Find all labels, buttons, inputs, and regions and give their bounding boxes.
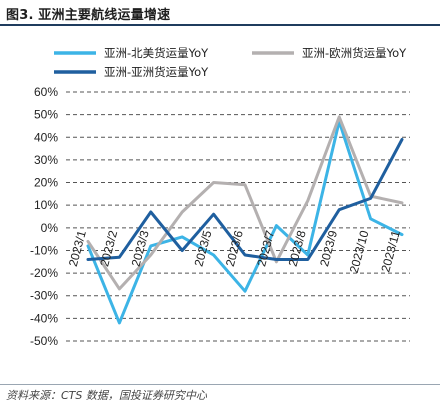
y-tick-label: -30% <box>30 289 58 303</box>
series-line-3 <box>86 138 404 261</box>
x-tick-label: 2023/10 <box>347 229 372 275</box>
legend: 亚洲-北美货运量YoY 亚洲-欧洲货运量YoY 亚洲-亚洲货运量YoY <box>54 46 407 79</box>
y-tick-label: -50% <box>30 334 58 348</box>
figure-title: 图3. 亚洲主要航线运量增速 <box>6 8 171 23</box>
x-tick-label: 2023/11 <box>378 229 403 274</box>
legend-label: 亚洲-亚洲货运量YoY <box>104 65 209 79</box>
y-tick-label: 60% <box>34 85 58 99</box>
y-axis-ticks: -50% -40% -30% -20% -10% 0% 10% 20% 30% 40% 50% 60% <box>30 85 58 348</box>
grid-lines <box>66 91 410 342</box>
legend-item-1: 亚洲-北美货运量YoY <box>54 46 209 60</box>
y-tick-label: 10% <box>34 198 58 212</box>
legend-label: 亚洲-欧洲货运量YoY <box>302 46 407 60</box>
y-tick-label: 0% <box>41 221 59 235</box>
x-tick-label: 2023/7 <box>254 229 277 268</box>
title-rule <box>0 24 440 26</box>
legend-item-2: 亚洲-欧洲货运量YoY <box>252 46 407 60</box>
x-tick-label: 2023/9 <box>317 229 340 268</box>
source-note: 资料来源：CTS 数据，国投证券研究中心 <box>6 389 207 402</box>
line-chart: -50% -40% -30% -20% -10% 0% 10% 20% 30% 40% 50% 60%… <box>30 46 410 348</box>
x-axis-ticks: 2023/1 2023/2 2023/3 2023/5 2023/6 2023/7 2023… <box>66 229 403 275</box>
series-lines <box>86 115 404 325</box>
y-tick-label: 30% <box>34 153 58 167</box>
y-tick-label: 40% <box>34 130 58 144</box>
legend-item-3: 亚洲-亚洲货运量YoY <box>54 65 209 79</box>
x-tick-label: 2023/2 <box>97 229 120 268</box>
y-tick-label: -20% <box>30 266 58 280</box>
y-tick-label: 50% <box>34 108 58 122</box>
x-tick-label: 2023/6 <box>223 229 246 268</box>
y-tick-label: -40% <box>30 311 58 325</box>
x-tick-label: 2023/1 <box>66 229 89 268</box>
legend-label: 亚洲-北美货运量YoY <box>104 46 209 60</box>
y-tick-label: 20% <box>34 176 58 190</box>
footer-rule <box>0 384 440 385</box>
y-tick-label: -10% <box>30 243 58 257</box>
series-line-1 <box>86 119 404 325</box>
